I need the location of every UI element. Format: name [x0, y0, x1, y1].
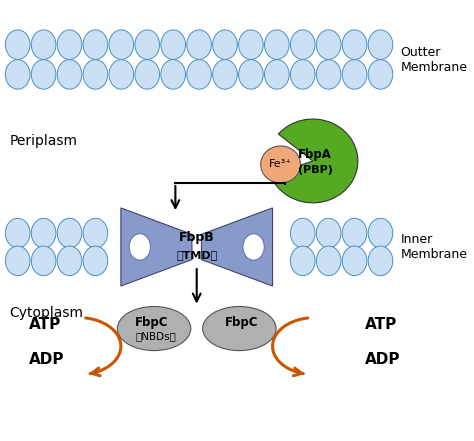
Ellipse shape — [342, 30, 367, 60]
Ellipse shape — [213, 30, 237, 60]
Text: FbpA: FbpA — [298, 148, 332, 161]
Ellipse shape — [117, 306, 191, 351]
Ellipse shape — [187, 30, 211, 60]
Text: Inner
Membrane: Inner Membrane — [401, 233, 467, 261]
Ellipse shape — [83, 218, 108, 248]
Ellipse shape — [291, 218, 315, 248]
Ellipse shape — [368, 218, 393, 248]
Ellipse shape — [213, 60, 237, 89]
Ellipse shape — [264, 60, 289, 89]
Ellipse shape — [83, 30, 108, 60]
Ellipse shape — [238, 60, 263, 89]
Text: ATP: ATP — [365, 317, 397, 332]
Ellipse shape — [129, 234, 150, 260]
Ellipse shape — [291, 60, 315, 89]
Ellipse shape — [291, 246, 315, 276]
Ellipse shape — [5, 60, 30, 89]
Ellipse shape — [31, 218, 56, 248]
Ellipse shape — [368, 30, 393, 60]
Text: Fe³⁺: Fe³⁺ — [269, 160, 292, 169]
Text: （TMD）: （TMD） — [176, 250, 218, 260]
Ellipse shape — [187, 60, 211, 89]
Ellipse shape — [316, 30, 341, 60]
Ellipse shape — [342, 60, 367, 89]
Ellipse shape — [368, 60, 393, 89]
Ellipse shape — [316, 60, 341, 89]
Ellipse shape — [342, 246, 367, 276]
Ellipse shape — [57, 30, 82, 60]
Ellipse shape — [291, 30, 315, 60]
Ellipse shape — [31, 60, 56, 89]
Text: Outter
Membrane: Outter Membrane — [401, 45, 467, 74]
Polygon shape — [201, 208, 273, 286]
Ellipse shape — [31, 246, 56, 276]
Text: FbpC: FbpC — [225, 316, 258, 329]
Ellipse shape — [264, 30, 289, 60]
Text: FbpC: FbpC — [135, 316, 168, 329]
Ellipse shape — [57, 60, 82, 89]
Ellipse shape — [316, 246, 341, 276]
Text: ATP: ATP — [28, 317, 61, 332]
Ellipse shape — [161, 30, 185, 60]
Ellipse shape — [109, 30, 134, 60]
Ellipse shape — [5, 218, 30, 248]
Polygon shape — [121, 208, 192, 286]
Ellipse shape — [5, 30, 30, 60]
Ellipse shape — [5, 246, 30, 276]
Ellipse shape — [161, 60, 185, 89]
Text: （NBDs）: （NBDs） — [136, 332, 177, 341]
Ellipse shape — [238, 30, 263, 60]
Ellipse shape — [57, 246, 82, 276]
Text: FbpB: FbpB — [179, 231, 215, 244]
Ellipse shape — [202, 306, 276, 351]
Ellipse shape — [83, 60, 108, 89]
Ellipse shape — [243, 234, 264, 260]
Ellipse shape — [368, 246, 393, 276]
Ellipse shape — [57, 218, 82, 248]
Ellipse shape — [135, 30, 160, 60]
Ellipse shape — [342, 218, 367, 248]
Ellipse shape — [83, 246, 108, 276]
Ellipse shape — [109, 60, 134, 89]
Text: ADP: ADP — [28, 352, 64, 367]
Text: ADP: ADP — [365, 352, 401, 367]
Text: Periplasm: Periplasm — [9, 134, 77, 148]
Text: (PBP): (PBP) — [298, 165, 333, 175]
Ellipse shape — [316, 218, 341, 248]
Ellipse shape — [135, 60, 160, 89]
Text: Cytoplasm: Cytoplasm — [9, 306, 83, 320]
Ellipse shape — [31, 30, 56, 60]
Wedge shape — [271, 119, 358, 203]
Circle shape — [261, 146, 301, 183]
